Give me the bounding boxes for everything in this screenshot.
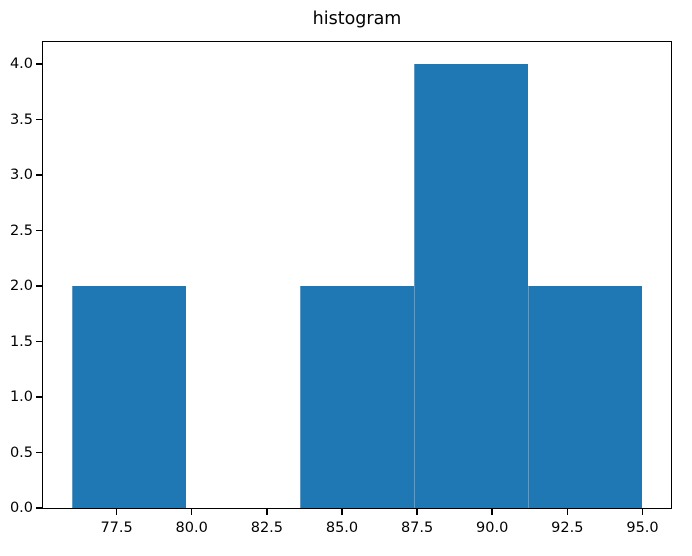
x-tick-label: 80.0 bbox=[175, 520, 208, 536]
chart-title: histogram bbox=[312, 9, 402, 29]
y-tick-mark bbox=[36, 285, 42, 287]
x-tick-mark bbox=[416, 509, 418, 515]
x-tick-label: 77.5 bbox=[100, 520, 133, 536]
histogram-bar bbox=[299, 286, 415, 508]
y-tick-label: 3.5 bbox=[9, 111, 33, 128]
x-tick-label: 90.0 bbox=[476, 520, 509, 536]
y-tick-label: 0.5 bbox=[9, 444, 33, 461]
y-tick-label: 2.5 bbox=[9, 222, 33, 239]
x-tick-mark bbox=[491, 509, 493, 515]
y-tick-label: 2.0 bbox=[9, 278, 33, 295]
y-tick-label: 1.5 bbox=[9, 333, 33, 350]
y-tick-mark bbox=[36, 340, 42, 343]
y-tick-mark bbox=[36, 118, 42, 121]
x-tick-mark bbox=[641, 509, 644, 515]
x-tick-label: 85.0 bbox=[325, 520, 359, 536]
y-tick-mark bbox=[36, 63, 42, 65]
x-tick-mark bbox=[190, 509, 193, 515]
y-tick-label: 3.0 bbox=[9, 167, 33, 184]
y-tick-label: 0.0 bbox=[9, 500, 33, 516]
y-tick-label: 4.0 bbox=[9, 56, 33, 73]
x-tick-label: 87.5 bbox=[400, 520, 434, 536]
x-tick-mark bbox=[341, 509, 343, 515]
histogram-bar bbox=[71, 286, 186, 508]
x-tick-mark bbox=[115, 509, 118, 515]
y-tick-mark bbox=[36, 507, 42, 509]
x-tick-label: 95.0 bbox=[626, 520, 659, 536]
x-tick-mark bbox=[566, 509, 569, 515]
histogram-bar bbox=[414, 64, 529, 508]
y-tick-mark bbox=[36, 396, 42, 398]
plot-area bbox=[42, 41, 672, 509]
y-tick-label: 1.0 bbox=[9, 389, 33, 405]
x-tick-label: 82.5 bbox=[250, 520, 284, 536]
histogram-bar bbox=[528, 286, 643, 508]
x-tick-label: 92.5 bbox=[551, 520, 584, 536]
x-tick-mark bbox=[266, 509, 268, 515]
y-tick-mark bbox=[36, 451, 42, 454]
y-tick-mark bbox=[36, 229, 42, 232]
y-tick-mark bbox=[36, 174, 42, 176]
